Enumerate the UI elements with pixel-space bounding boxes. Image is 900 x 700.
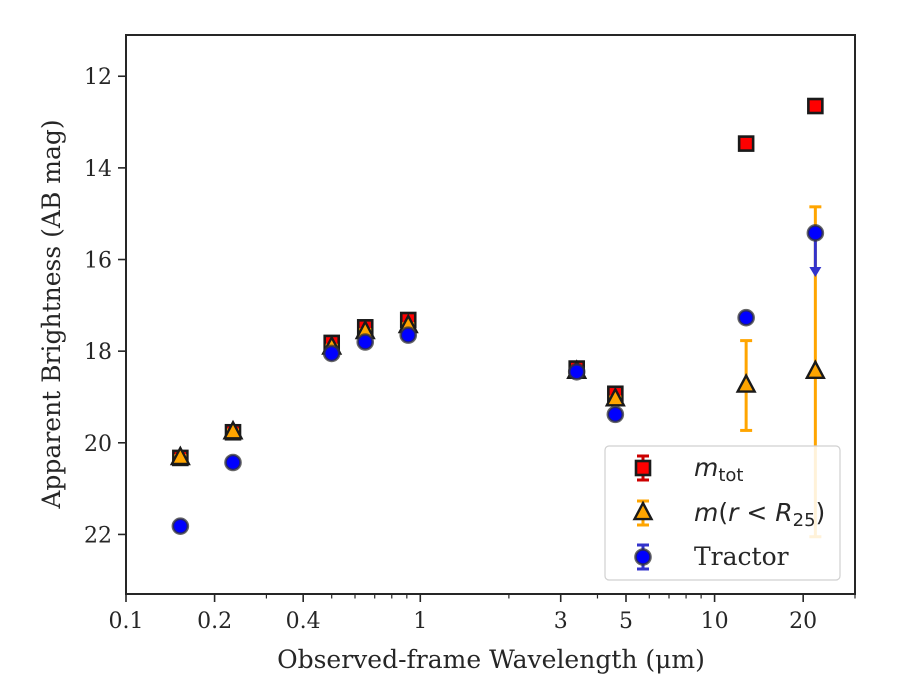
series-2-point-0 bbox=[171, 517, 190, 535]
series-2-point-8 bbox=[806, 224, 825, 242]
legend-frame bbox=[604, 445, 841, 581]
series-1-point-0 bbox=[169, 445, 191, 466]
x-tick-label-2: 0.4 bbox=[286, 609, 321, 634]
x-tick-label-4: 3 bbox=[554, 609, 568, 634]
y-axis-label: Apparent Brightness (AB mag) bbox=[37, 119, 66, 509]
x-tick-label-6: 10 bbox=[701, 609, 729, 634]
series-2-point-2 bbox=[322, 344, 341, 363]
legend-marker-0 bbox=[634, 459, 652, 477]
y-tick-label-2: 16 bbox=[84, 249, 112, 274]
x-tick-label-0: 0.1 bbox=[109, 609, 144, 634]
series-1-point-8 bbox=[804, 359, 826, 380]
series-2-point-3 bbox=[356, 333, 375, 351]
series-0-point-7 bbox=[737, 135, 755, 152]
series-2-point-7 bbox=[737, 308, 755, 327]
legend-entry-0: mtot bbox=[634, 453, 744, 486]
series-Tractor bbox=[171, 224, 825, 535]
x-tick-label-7: 20 bbox=[789, 609, 817, 634]
upper-limit-arrowhead bbox=[809, 266, 822, 277]
series-2-point-6 bbox=[606, 405, 625, 424]
y-tick-label-3: 18 bbox=[84, 340, 112, 365]
legend-entry-1: m(r < R25) bbox=[632, 498, 825, 531]
series-2-point-5 bbox=[567, 362, 586, 381]
x-tick-label-5: 5 bbox=[619, 609, 633, 634]
y-tick-label-4: 20 bbox=[84, 432, 112, 457]
series-2-point-1 bbox=[224, 453, 242, 472]
legend-marker-1 bbox=[632, 500, 654, 521]
x-tick-label-3: 1 bbox=[413, 609, 427, 634]
legend-label-1: m(r < R25) bbox=[694, 498, 825, 531]
y-tick-label-0: 12 bbox=[84, 65, 112, 90]
axes-layer: 0.1 0.2 0.4 1 3 5 10 20 12 14 16 18 20 22 bbox=[84, 34, 856, 634]
y-tick-label-1: 14 bbox=[84, 157, 112, 182]
legend-label-0: mtot bbox=[694, 453, 744, 486]
series-2-point-4 bbox=[399, 326, 418, 344]
legend-marker-2 bbox=[634, 548, 652, 566]
legend-label-2: Tractor bbox=[694, 542, 789, 571]
legend: mtot m(r < R25) Tractor bbox=[604, 445, 841, 581]
plot-layer bbox=[169, 97, 826, 539]
series-0-point-8 bbox=[807, 97, 824, 115]
x-axis-label: Observed-frame Wavelength (μm) bbox=[277, 645, 705, 674]
y-tick-label-5: 22 bbox=[84, 523, 112, 548]
series-1-point-7 bbox=[735, 373, 757, 393]
series-1-point-1 bbox=[222, 419, 244, 440]
series-1-point-6 bbox=[604, 386, 626, 407]
x-tick-label-1: 0.2 bbox=[197, 609, 232, 634]
legend-entry-2: Tractor bbox=[634, 542, 789, 571]
axes-frame bbox=[125, 34, 856, 595]
